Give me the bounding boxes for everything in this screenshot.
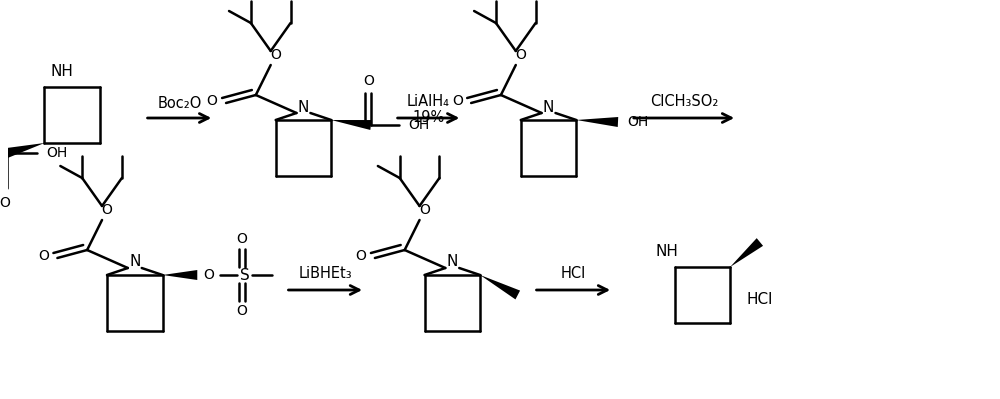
Polygon shape xyxy=(730,238,763,267)
Polygon shape xyxy=(163,270,197,280)
Text: O: O xyxy=(452,94,463,108)
Text: NH: NH xyxy=(655,245,678,259)
Polygon shape xyxy=(576,117,618,127)
Text: N: N xyxy=(447,255,458,269)
Text: N: N xyxy=(298,99,309,115)
Text: O: O xyxy=(356,249,366,263)
Text: ClCH₃SO₂: ClCH₃SO₂ xyxy=(650,93,719,109)
Text: O: O xyxy=(419,203,430,217)
Text: 19%: 19% xyxy=(412,111,445,126)
Text: O: O xyxy=(270,48,281,62)
Text: O: O xyxy=(515,48,526,62)
Text: O: O xyxy=(204,268,215,282)
Polygon shape xyxy=(331,120,372,130)
Text: OH: OH xyxy=(408,118,429,132)
Text: O: O xyxy=(0,196,10,210)
Polygon shape xyxy=(6,143,44,158)
Text: NH: NH xyxy=(51,63,74,79)
Text: LiBHEt₃: LiBHEt₃ xyxy=(298,265,352,280)
Text: O: O xyxy=(207,94,218,108)
Text: HCl: HCl xyxy=(561,265,586,280)
Text: LiAlH₄: LiAlH₄ xyxy=(407,93,450,109)
Text: OH: OH xyxy=(627,115,648,129)
Text: O: O xyxy=(102,203,112,217)
Text: HCl: HCl xyxy=(747,292,773,308)
Polygon shape xyxy=(480,275,520,299)
Text: Boc₂O: Boc₂O xyxy=(157,95,202,111)
Text: O: O xyxy=(236,232,247,246)
Text: S: S xyxy=(240,267,250,282)
Text: N: N xyxy=(129,255,140,269)
Text: OH: OH xyxy=(46,146,67,160)
Text: N: N xyxy=(543,99,554,115)
Text: O: O xyxy=(236,304,247,318)
Text: O: O xyxy=(38,249,49,263)
Text: O: O xyxy=(363,74,374,88)
